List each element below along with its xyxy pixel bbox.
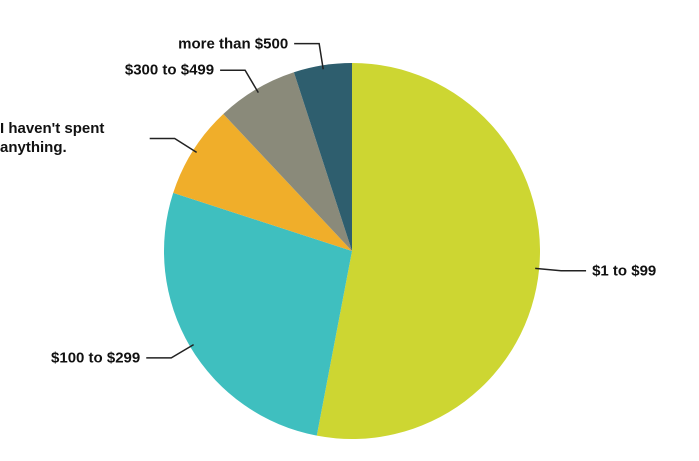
- pie-slice: [316, 63, 540, 439]
- slice-label: $1 to $99: [592, 262, 657, 280]
- pie-slice: [173, 113, 352, 252]
- slice-label: more than $500: [178, 35, 289, 53]
- leader-line: [220, 69, 259, 94]
- leader-line: [146, 344, 195, 359]
- pie-slice: [293, 63, 352, 251]
- pie-slice: [164, 192, 352, 436]
- leader-line: [149, 137, 198, 154]
- leader-line: [535, 267, 587, 272]
- pie-slice: [223, 72, 352, 251]
- slice-label: $100 to $299: [51, 349, 141, 367]
- slice-label: I haven't spent anything.: [0, 120, 105, 157]
- slice-label: $300 to $499: [124, 61, 215, 79]
- leader-line: [294, 42, 324, 70]
